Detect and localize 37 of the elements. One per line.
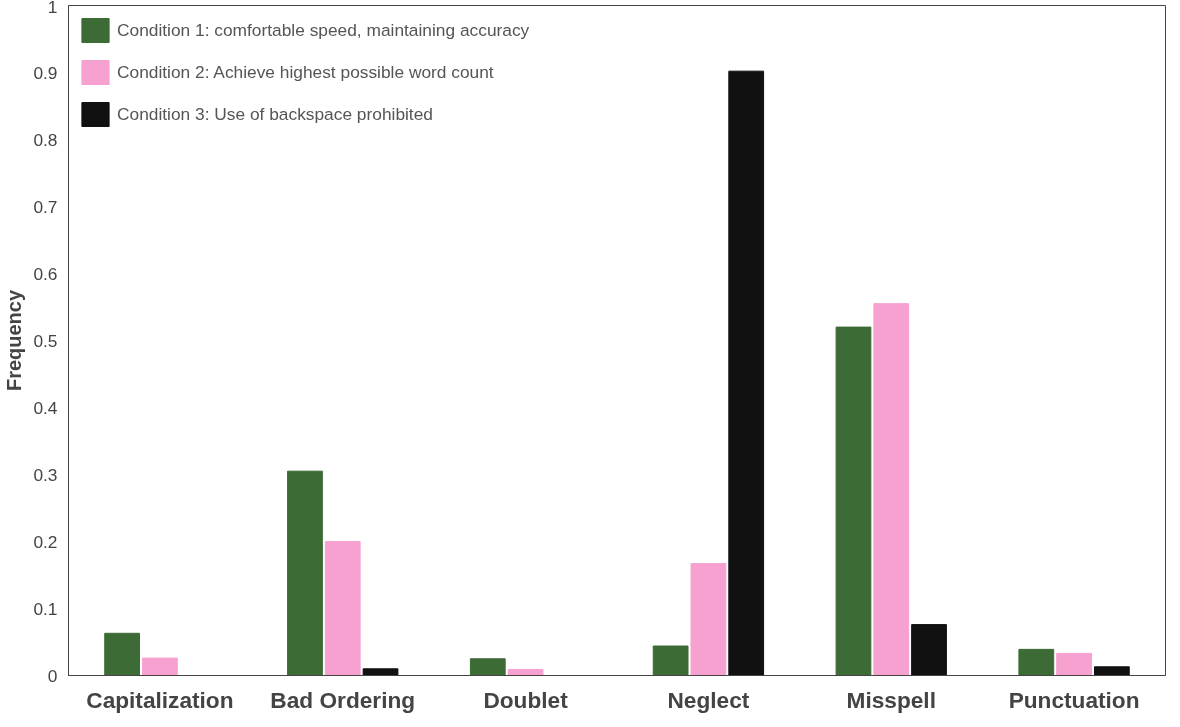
y-tick-label: 0.6 — [33, 263, 58, 284]
x-tick-label: Neglect — [667, 686, 750, 713]
bar — [728, 70, 765, 676]
bar — [104, 632, 141, 676]
y-tick-label: 0.4 — [33, 397, 58, 418]
x-tick-label: Doublet — [483, 686, 569, 713]
x-tick-label: Misspell — [846, 686, 936, 713]
legend-label: Condition 3: Use of backspace prohibited — [117, 103, 433, 125]
y-tick-label: 0.1 — [33, 598, 58, 619]
bar — [287, 470, 323, 676]
bar — [362, 668, 399, 676]
y-tick-label: 0.7 — [33, 196, 58, 217]
y-tick-label: 1 — [47, 0, 58, 17]
y-tick-label: 0.3 — [33, 464, 58, 485]
y-axis-title: Frequency — [3, 289, 26, 392]
bar — [1018, 648, 1055, 676]
bar — [324, 541, 361, 676]
y-tick-label: 0.9 — [33, 62, 58, 83]
y-tick-label: 0.8 — [33, 129, 58, 150]
bar — [469, 658, 506, 676]
x-tick-label: Bad Ordering — [270, 686, 416, 713]
bar — [1056, 652, 1092, 676]
legend-label: Condition 2: Achieve highest possible word count — [117, 61, 494, 83]
bar — [835, 326, 872, 676]
x-tick-label: Capitalization — [86, 686, 234, 713]
bar — [690, 563, 727, 676]
legend-label: Condition 1: comfortable speed, maintaining accuracy — [117, 19, 530, 41]
y-tick-label: 0.2 — [33, 531, 58, 552]
bar — [873, 303, 910, 676]
bar — [1093, 666, 1130, 676]
bar — [911, 624, 947, 676]
bar — [507, 668, 544, 676]
bar — [142, 657, 178, 676]
x-tick-label: Punctuation — [1008, 686, 1140, 713]
y-tick-label: 0.5 — [33, 330, 58, 351]
bar — [652, 645, 689, 676]
y-tick-label: 0 — [47, 665, 58, 686]
